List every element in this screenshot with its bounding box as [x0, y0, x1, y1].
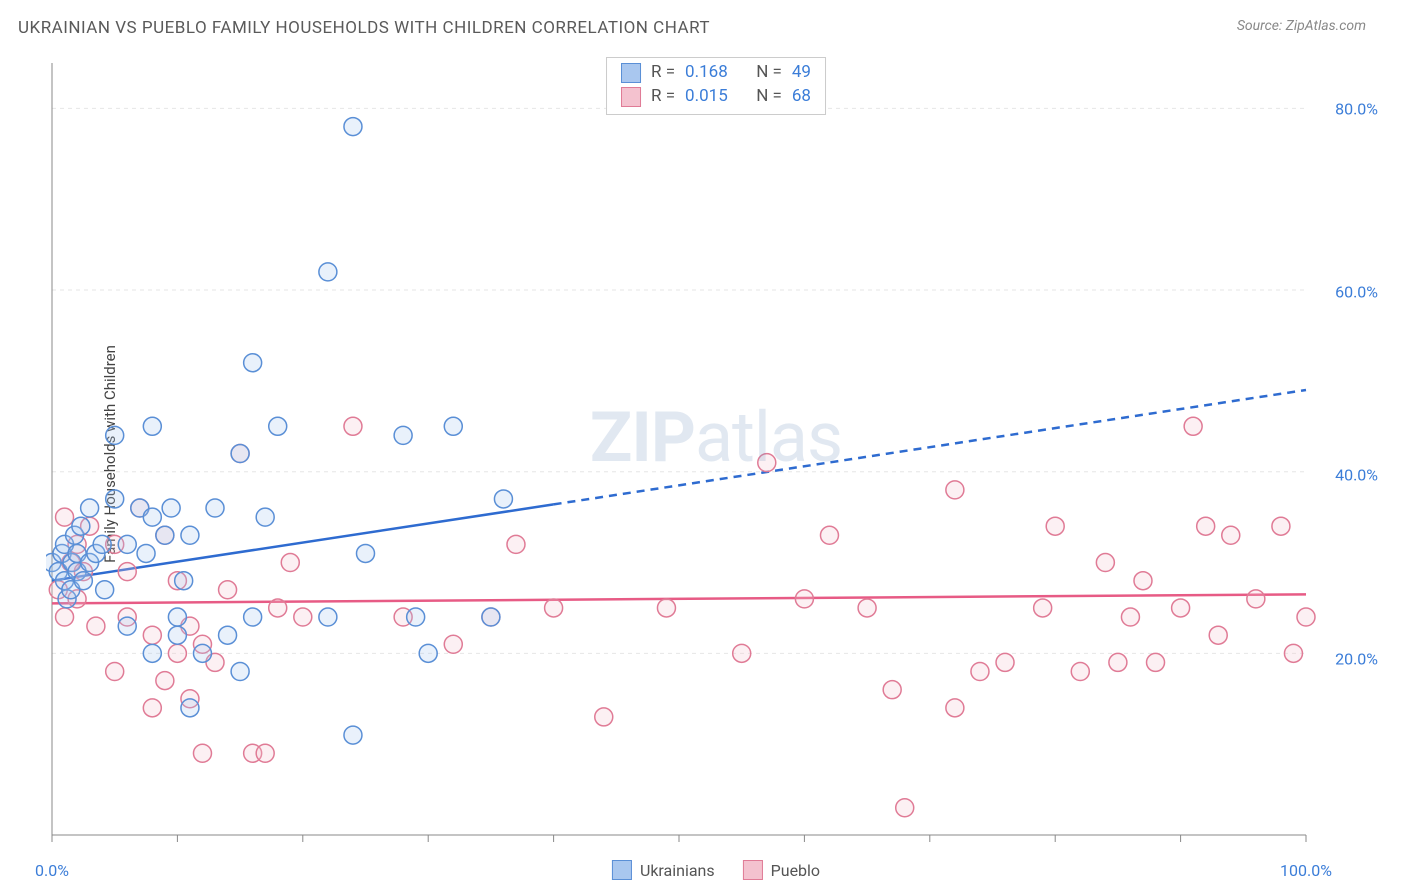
swatch-pueblo: [621, 87, 641, 107]
y-tick-label: 80.0%: [1335, 99, 1378, 118]
r-value-pueblo: 0.015: [685, 85, 728, 109]
n-value-ukrainians: 49: [792, 61, 811, 85]
scatter-plot: [46, 55, 1386, 845]
n-prefix: N =: [756, 85, 782, 109]
header-bar: UKRAINIAN VS PUEBLO FAMILY HOUSEHOLDS WI…: [0, 0, 1406, 44]
r-prefix: R =: [651, 85, 675, 109]
swatch-ukrainians: [612, 860, 632, 880]
legend-item-pueblo: Pueblo: [743, 860, 820, 880]
n-prefix: N =: [756, 61, 782, 85]
swatch-pueblo: [743, 860, 763, 880]
x-tick-label: 0.0%: [35, 861, 69, 880]
y-tick-label: 60.0%: [1335, 283, 1378, 302]
legend-label-ukrainians: Ukrainians: [640, 861, 715, 880]
stats-row-ukrainians: R = 0.168 N = 49: [621, 61, 811, 85]
r-prefix: R =: [651, 61, 675, 85]
stats-row-pueblo: R = 0.015 N = 68: [621, 85, 811, 109]
source-attribution: Source: ZipAtlas.com: [1237, 18, 1366, 34]
legend-label-pueblo: Pueblo: [771, 861, 820, 880]
chart-title: UKRAINIAN VS PUEBLO FAMILY HOUSEHOLDS WI…: [18, 18, 710, 38]
n-value-pueblo: 68: [792, 85, 811, 109]
stats-legend-box: R = 0.168 N = 49 R = 0.015 N = 68: [606, 57, 826, 115]
source-prefix: Source:: [1237, 18, 1286, 34]
swatch-ukrainians: [621, 63, 641, 83]
r-value-ukrainians: 0.168: [685, 61, 728, 85]
chart-area: Family Households with Children 20.0%40.…: [46, 55, 1386, 852]
source-link[interactable]: ZipAtlas.com: [1286, 18, 1366, 34]
y-tick-label: 20.0%: [1335, 649, 1378, 668]
y-tick-label: 40.0%: [1335, 466, 1378, 485]
legend-item-ukrainians: Ukrainians: [612, 860, 715, 880]
x-tick-label: 100.0%: [1280, 861, 1332, 880]
bottom-legend: Ukrainians Pueblo: [612, 860, 820, 880]
